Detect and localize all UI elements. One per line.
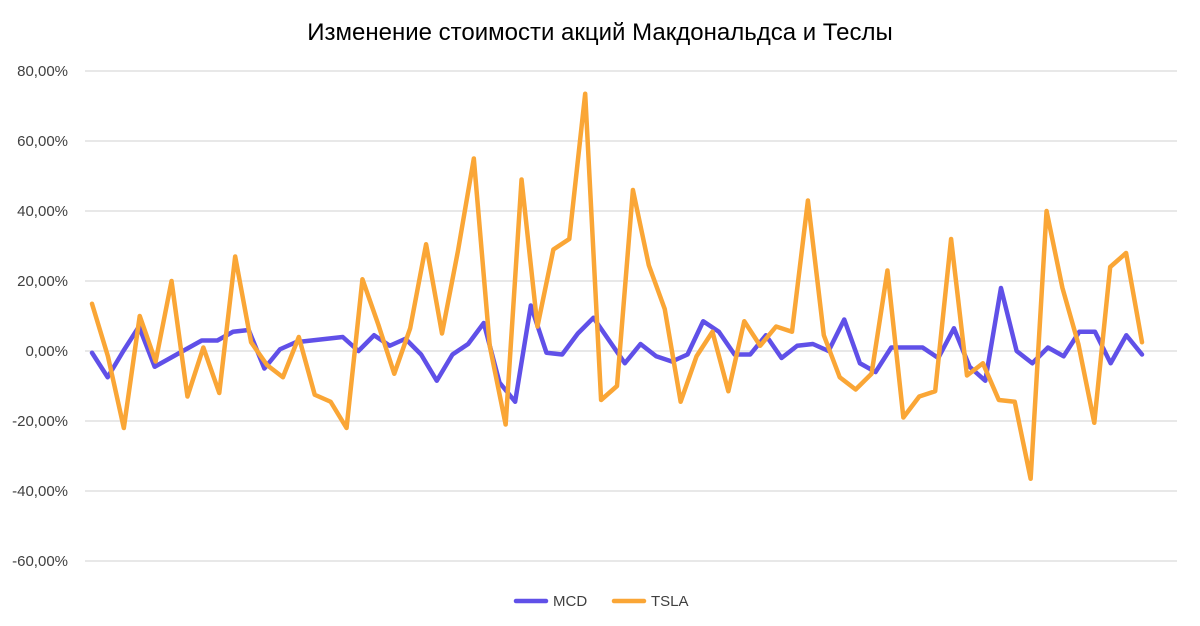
y-tick-label: -20,00% — [12, 413, 68, 430]
y-axis-tick-labels: 80,00% 60,00% 40,00% 20,00% 0,00% -20,00% -40,… — [12, 63, 68, 570]
y-tick-label: 20,00% — [17, 273, 68, 290]
y-tick-label: -40,00% — [12, 483, 68, 500]
y-tick-label: -60,00% — [12, 553, 68, 570]
y-tick-label: 80,00% — [17, 63, 68, 80]
legend-label-mcd: MCD — [553, 593, 587, 610]
grid-lines — [85, 70, 1177, 562]
y-tick-label: 40,00% — [17, 203, 68, 220]
series-line-tsla — [89, 91, 1145, 481]
y-tick-label: 60,00% — [17, 133, 68, 150]
y-tick-label: 0,00% — [25, 343, 68, 360]
chart-title: Изменение стоимости акций Макдональдса и… — [307, 19, 892, 46]
legend: MCD TSLA — [513, 593, 689, 610]
series-lines — [89, 91, 1145, 481]
legend-label-tsla: TSLA — [651, 593, 689, 610]
